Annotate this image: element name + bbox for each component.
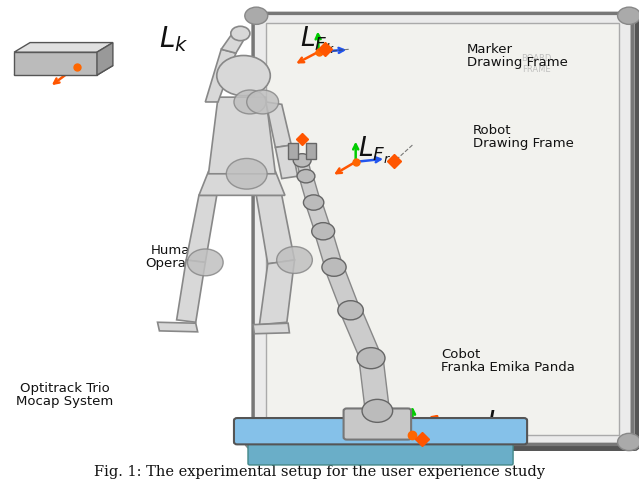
Circle shape (618, 433, 640, 451)
Circle shape (231, 27, 250, 40)
FancyBboxPatch shape (344, 408, 411, 440)
FancyBboxPatch shape (234, 418, 527, 444)
Circle shape (322, 258, 346, 276)
Circle shape (312, 223, 335, 240)
Text: Human: Human (151, 244, 198, 257)
Polygon shape (275, 145, 298, 179)
Text: Operator: Operator (145, 257, 205, 270)
Text: $L_k$: $L_k$ (159, 24, 189, 54)
FancyBboxPatch shape (258, 17, 637, 448)
Polygon shape (325, 265, 360, 312)
Text: Robot: Robot (473, 124, 511, 137)
Text: Drawing Frame: Drawing Frame (473, 137, 574, 150)
Polygon shape (205, 49, 236, 102)
Circle shape (357, 348, 385, 369)
Text: Optitrack Trio: Optitrack Trio (20, 382, 110, 395)
Bar (266, 23, 620, 435)
Polygon shape (14, 66, 113, 75)
Text: BOARD
FRAME: BOARD FRAME (522, 54, 552, 74)
Text: $L_r$: $L_r$ (486, 408, 512, 438)
Circle shape (245, 433, 268, 451)
Polygon shape (177, 260, 205, 322)
Circle shape (303, 195, 324, 210)
Text: $L_{F_r}$: $L_{F_r}$ (358, 134, 392, 166)
Circle shape (297, 170, 315, 183)
Polygon shape (199, 172, 285, 195)
Polygon shape (186, 195, 217, 262)
Polygon shape (209, 97, 275, 174)
Text: Marker: Marker (467, 43, 513, 56)
Polygon shape (305, 201, 332, 233)
Text: Fig. 1: The experimental setup for the user experience study: Fig. 1: The experimental setup for the u… (95, 465, 545, 479)
Polygon shape (340, 308, 381, 361)
Polygon shape (221, 31, 246, 53)
FancyBboxPatch shape (248, 438, 513, 465)
Polygon shape (14, 52, 97, 75)
Polygon shape (359, 357, 389, 412)
Polygon shape (253, 323, 289, 334)
Circle shape (245, 7, 268, 25)
Text: Cobot: Cobot (441, 348, 481, 362)
Polygon shape (314, 230, 342, 268)
Circle shape (276, 247, 312, 273)
Bar (306, 143, 316, 160)
Circle shape (227, 159, 267, 189)
Circle shape (188, 249, 223, 276)
Bar (288, 143, 298, 160)
Polygon shape (157, 322, 198, 332)
Circle shape (338, 301, 364, 320)
FancyBboxPatch shape (253, 13, 632, 444)
Polygon shape (299, 175, 321, 204)
Polygon shape (256, 195, 294, 264)
Circle shape (246, 90, 278, 114)
Text: Franka Emika Panda: Franka Emika Panda (441, 361, 575, 374)
Polygon shape (259, 260, 294, 325)
Circle shape (217, 55, 270, 96)
Text: $L_{F_k}$: $L_{F_k}$ (300, 25, 335, 56)
Circle shape (362, 400, 393, 422)
Polygon shape (97, 42, 113, 75)
Text: Drawing Frame: Drawing Frame (467, 56, 568, 69)
Circle shape (618, 7, 640, 25)
Polygon shape (14, 42, 113, 52)
Circle shape (234, 90, 266, 114)
Text: Mocap System: Mocap System (17, 395, 114, 408)
Circle shape (293, 154, 311, 167)
Polygon shape (266, 102, 291, 147)
Polygon shape (296, 160, 312, 177)
